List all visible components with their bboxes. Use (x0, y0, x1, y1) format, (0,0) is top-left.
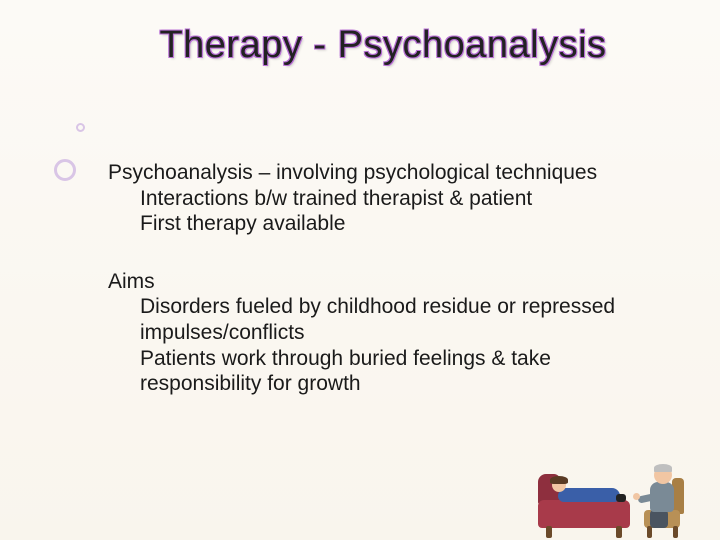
couch-leg-icon (616, 526, 622, 538)
decorative-rings (44, 119, 104, 185)
couch-leg-icon (546, 526, 552, 538)
patient-body-icon (558, 488, 620, 502)
text-line: First therapy available (108, 211, 660, 237)
slide-title: Therapy - Psychoanalysis (86, 24, 680, 67)
patient-feet-icon (616, 494, 626, 502)
ring-large-icon (54, 159, 76, 181)
therapist-hair-icon (654, 464, 672, 472)
couch-base-icon (538, 500, 630, 528)
therapist-legs-icon (650, 510, 668, 528)
patient-hair-icon (550, 476, 568, 484)
paragraph-1: Psychoanalysis – involving psychological… (108, 160, 660, 237)
ring-small-icon (76, 123, 85, 132)
text-line: Psychoanalysis – involving psychological… (108, 160, 660, 186)
text-line: Aims (108, 269, 660, 295)
therapy-illustration (538, 438, 688, 538)
chair-leg-icon (647, 526, 652, 538)
body-content: Psychoanalysis – involving psychological… (108, 160, 660, 429)
text-line: Disorders fueled by childhood residue or… (108, 294, 660, 345)
therapist-hand-icon (633, 493, 640, 500)
text-line: Patients work through buried feelings & … (108, 346, 660, 397)
text-line: Interactions b/w trained therapist & pat… (108, 186, 660, 212)
chair-leg-icon (673, 526, 678, 538)
paragraph-2: Aims Disorders fueled by childhood resid… (108, 269, 660, 397)
slide: Therapy - Psychoanalysis Psychoanalysis … (0, 24, 720, 540)
